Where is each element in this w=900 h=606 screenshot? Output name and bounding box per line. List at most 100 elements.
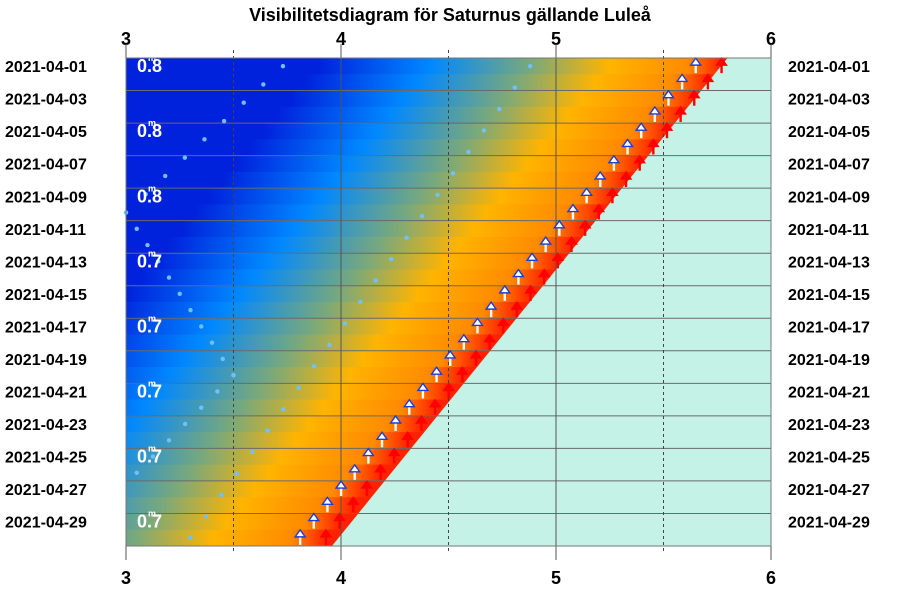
date-label-left: 2021-04-29: [5, 515, 87, 532]
date-label-left: 2021-04-05: [5, 124, 87, 141]
twilight-dot: [203, 514, 209, 519]
twilight-dot: [497, 106, 502, 112]
bottom-x-axis: 3 4 5 6: [121, 568, 776, 588]
twilight-dot: [435, 192, 440, 197]
arrow-head: [374, 463, 387, 473]
twilight-dot: [481, 128, 487, 133]
sunrise-arrow: [319, 528, 333, 545]
x-tick-label: 4: [336, 568, 346, 588]
magnitude-label: 0.8: [137, 186, 162, 206]
arrow-head: [633, 154, 647, 164]
twilight-dot: [358, 299, 363, 305]
magnitude-label: 0.8: [137, 121, 162, 141]
saturn-rise-arrow: [662, 89, 675, 106]
arrow-head: [510, 300, 524, 310]
plot-area: 0.8m0.8m0.8m0.7m0.7m0.7m0.7m0.7m: [123, 44, 772, 560]
saturn-rise-arrow: [566, 203, 580, 220]
arrow-head: [674, 105, 687, 115]
sunrise-arrow: [633, 154, 647, 171]
twilight-dot: [342, 321, 348, 326]
twilight-dot: [166, 275, 172, 280]
x-tick-label: 6: [766, 568, 776, 588]
magnitude-label: 0.7: [137, 251, 162, 271]
date-label-right: 2021-04-03: [788, 92, 870, 109]
sunrise-arrow: [510, 300, 524, 318]
arrow-head: [525, 252, 539, 262]
date-label-left: 2021-04-21: [5, 384, 87, 401]
sunrise-arrow: [619, 170, 633, 187]
saturn-rise-arrow: [457, 333, 471, 350]
date-label-left: 2021-04-07: [5, 157, 87, 174]
twilight-dot: [145, 242, 150, 248]
arrow-head: [687, 89, 701, 99]
date-label-left: 2021-04-23: [5, 417, 87, 434]
arrow-head: [551, 252, 565, 262]
date-label-right: 2021-04-11: [788, 222, 869, 239]
arrow-head: [430, 365, 443, 375]
saturn-rise-arrow: [498, 284, 512, 301]
arrow-head: [387, 447, 401, 457]
arrow-head: [566, 203, 580, 213]
sunrise-arrow: [674, 105, 687, 122]
twilight-dot: [231, 373, 236, 378]
twilight-dot: [143, 192, 148, 197]
sunrise-arrow: [592, 203, 606, 220]
arrow-head: [442, 382, 456, 392]
saturn-rise-arrow: [648, 105, 662, 122]
saturn-rise-arrow: [361, 447, 375, 464]
sunrise-arrow: [346, 496, 360, 513]
arrow-head: [401, 431, 415, 440]
twilight-dot: [134, 470, 139, 475]
arrow-head: [471, 317, 484, 327]
twilight-dot: [177, 291, 182, 297]
date-label-left: 2021-04-01: [5, 59, 87, 76]
sky-band: [126, 58, 771, 75]
arrow-head: [469, 349, 483, 359]
twilight-dot: [250, 449, 255, 455]
arrow-head: [361, 447, 375, 457]
arrow-head: [689, 56, 703, 66]
plot-border: [125, 57, 772, 547]
arrow-head: [498, 284, 512, 294]
arrow-head: [483, 333, 497, 343]
twilight-dot: [265, 428, 270, 433]
magnitude-unit: m: [148, 183, 156, 193]
arrow-head: [593, 170, 607, 180]
arrow-head: [456, 365, 469, 375]
arrow-head: [675, 73, 689, 83]
sunrise-arrow: [442, 382, 456, 399]
twilight-dot: [199, 324, 204, 329]
arrow-head: [484, 300, 498, 310]
twilight-dot: [280, 407, 286, 412]
arrow-head: [660, 121, 674, 131]
sunrise-arrow: [715, 56, 728, 74]
arrow-head: [457, 333, 471, 343]
arrow-head: [416, 382, 430, 392]
arrow-head: [333, 512, 346, 522]
arrow-head: [346, 496, 360, 506]
twilight-dot: [202, 137, 207, 142]
arrow-head: [552, 219, 566, 229]
saturn-rise-arrow: [593, 170, 607, 187]
magnitude-label: 0.7: [137, 447, 162, 467]
chart-title: Visibilitetsdiagram för Saturnus gälland…: [249, 5, 652, 25]
arrow-head: [360, 479, 374, 489]
arrow-head: [496, 317, 510, 327]
saturn-rise-arrow: [443, 349, 457, 366]
saturn-rise-arrow: [430, 365, 443, 383]
sunrise-arrow: [469, 349, 483, 366]
twilight-dot: [404, 235, 409, 240]
twilight-dot: [188, 307, 193, 313]
saturn-rise-arrow: [689, 56, 703, 74]
twilight-dot: [156, 259, 161, 264]
arrow-head: [592, 203, 606, 213]
twilight-dots: [123, 63, 533, 541]
twilight-dot: [150, 454, 156, 459]
arrow-head: [293, 528, 307, 538]
arrow-head: [580, 187, 593, 196]
twilight-dot: [389, 256, 394, 262]
saturn-rise-arrow: [580, 187, 593, 204]
sunrise-arrow: [606, 187, 619, 204]
date-label-left: 2021-04-17: [5, 319, 87, 336]
twilight-dot: [512, 85, 517, 90]
